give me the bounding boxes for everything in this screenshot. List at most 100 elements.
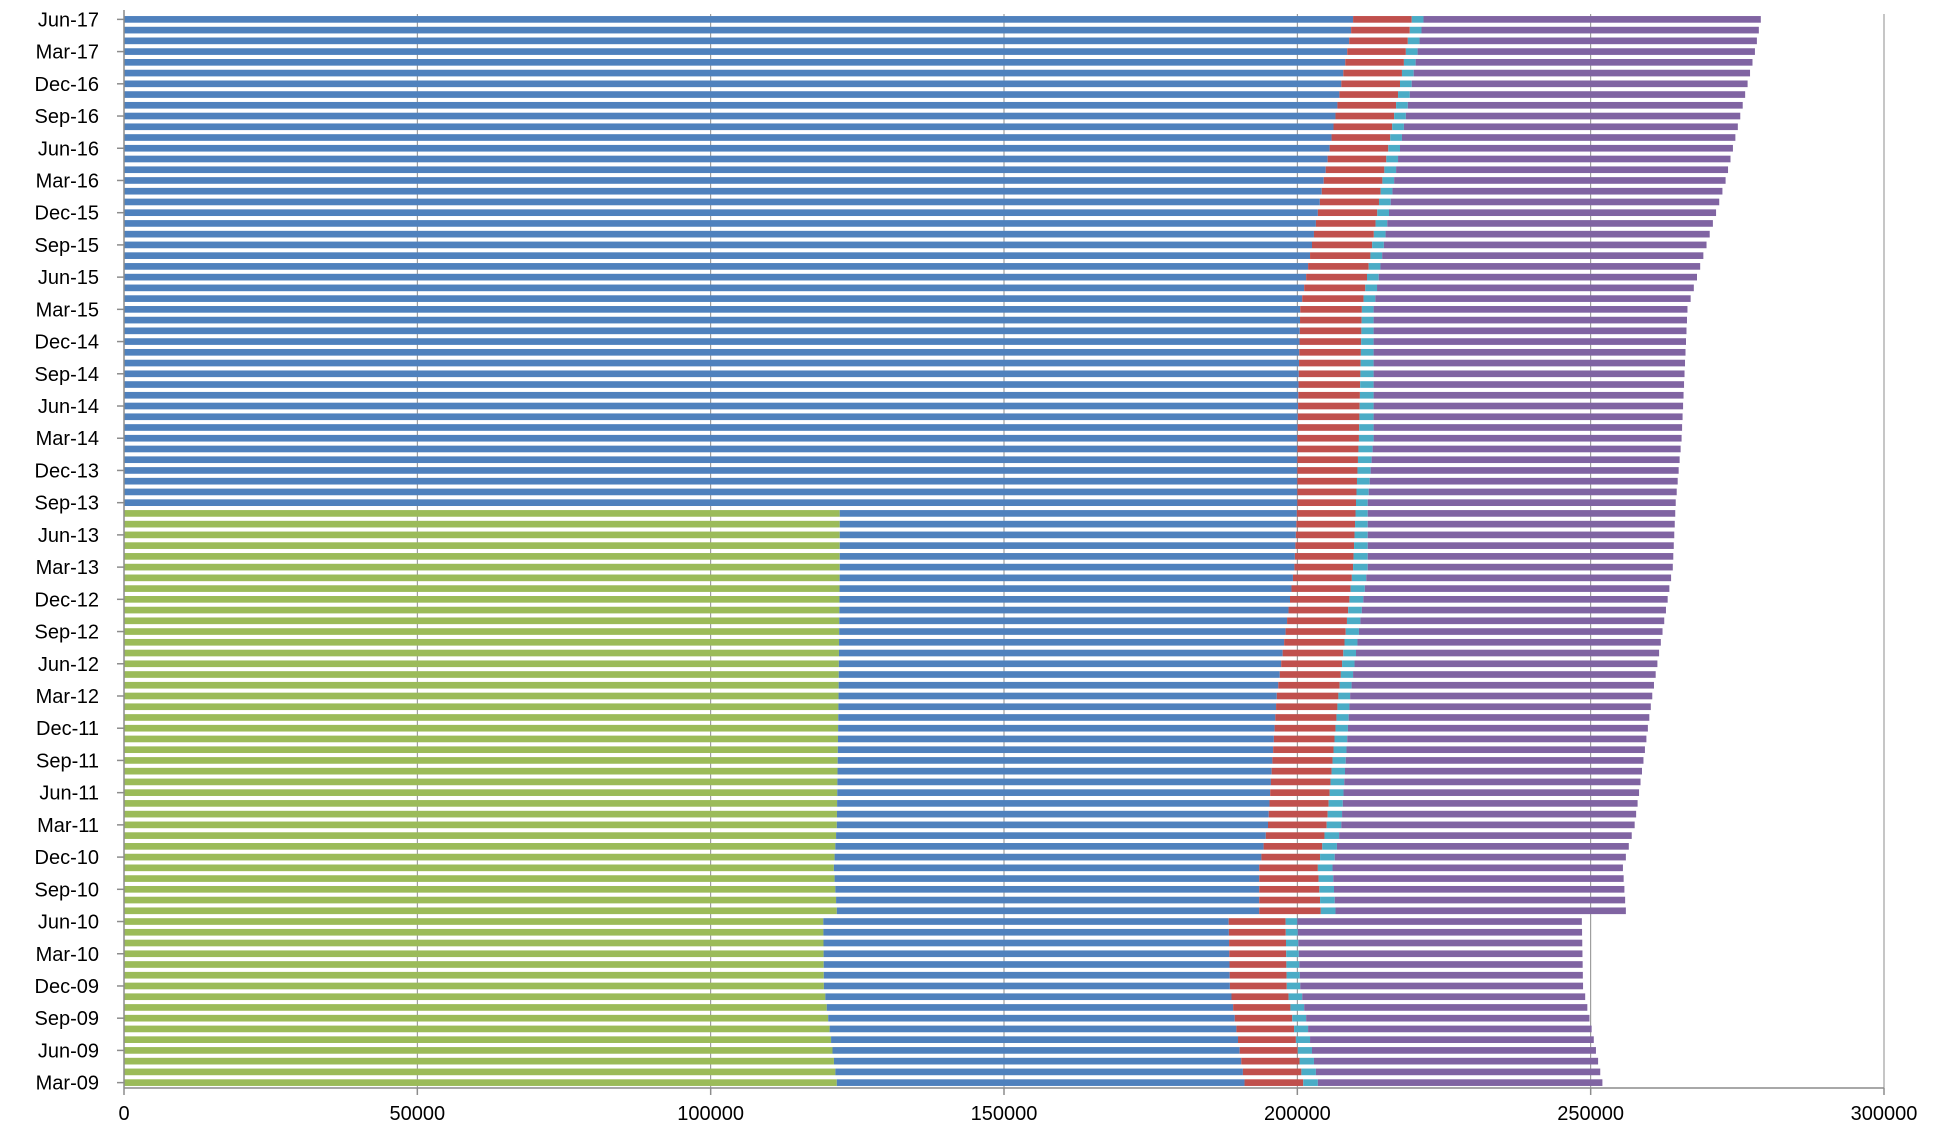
bar-total-20: [1332, 864, 1623, 872]
bar-total-99: [1423, 16, 1761, 23]
bar-blue-69: [124, 338, 1300, 345]
bar-blue-71: [124, 316, 1301, 324]
bar-total-17: [1334, 896, 1626, 904]
bar-total-14: [1297, 928, 1583, 936]
bar-blue-23: [836, 832, 1266, 839]
y-tick-label: Jun-11: [39, 783, 99, 805]
bar-total-11: [1299, 961, 1583, 968]
bar-blue-50: [839, 542, 1296, 549]
bar-total-6: [1306, 1014, 1590, 1022]
bar-red-82: [1319, 198, 1379, 206]
y-tick-label: Jun-09: [38, 1040, 99, 1062]
bar-blue-19: [834, 875, 1260, 882]
bar-blue-5: [829, 1025, 1237, 1033]
bar-cyan-47: [1351, 574, 1367, 582]
y-axis-tick-labels: Mar-09 Jun-09 Sep-09 Dec-09 Mar-10 Jun-10 Sep-…: [35, 9, 124, 1095]
x-tick-label: 50000: [390, 1103, 446, 1125]
bar-blue-90: [124, 112, 1336, 120]
bar-blue-59: [124, 445, 1298, 453]
bar-cyan-18: [1319, 885, 1334, 893]
bar-total-88: [1401, 134, 1736, 141]
bar-red-60: [1297, 434, 1359, 442]
bar-total-35: [1349, 703, 1651, 711]
x-tick-label: 0: [118, 1103, 129, 1125]
bar-red-99: [1353, 16, 1412, 23]
bar-total-90: [1405, 112, 1741, 120]
bar-total-81: [1389, 209, 1717, 217]
bar-total-72: [1373, 306, 1688, 313]
bar-cyan-34: [1336, 714, 1349, 721]
bar-cyan-91: [1396, 101, 1408, 109]
bar-cyan-50: [1354, 542, 1368, 549]
bar-red-98: [1351, 26, 1410, 34]
bar-blue-53: [839, 510, 1297, 517]
bar-cyan-71: [1361, 316, 1374, 324]
y-tick-label: Jun-16: [38, 138, 99, 160]
bar-total-2: [1313, 1057, 1599, 1065]
bar-total-42: [1358, 628, 1663, 635]
bar-total-9: [1300, 982, 1584, 990]
bar-red-14: [1228, 928, 1286, 936]
bar-cyan-28: [1330, 778, 1345, 786]
bar-red-86: [1327, 155, 1387, 163]
bar-total-18: [1334, 885, 1625, 893]
y-tick-label: Dec-10: [35, 847, 99, 869]
bar-green-0: [124, 1079, 837, 1086]
bar-total-5: [1308, 1025, 1592, 1033]
bar-red-44: [1288, 606, 1349, 614]
bar-total-61: [1373, 424, 1683, 431]
y-tick-label: Mar-11: [37, 815, 99, 837]
bar-green-36: [124, 692, 839, 700]
bar-cyan-43: [1346, 617, 1361, 625]
y-tick-label: Dec-16: [35, 74, 99, 96]
bar-total-62: [1373, 413, 1683, 421]
bar-red-58: [1297, 456, 1358, 464]
bar-red-64: [1298, 391, 1360, 399]
bar-blue-24: [836, 821, 1268, 829]
bar-total-10: [1299, 971, 1583, 979]
y-tick-label: Mar-09: [36, 1073, 99, 1095]
bar-cyan-31: [1333, 746, 1347, 754]
bar-green-8: [124, 993, 826, 1001]
x-axis-tick-labels: 0 50000 100000 150000 200000 250000 300000: [118, 1088, 1917, 1125]
bar-blue-2: [833, 1057, 1242, 1065]
bar-blue-49: [839, 553, 1295, 560]
bar-red-72: [1300, 306, 1362, 313]
bar-cyan-89: [1392, 123, 1404, 131]
bar-cyan-1: [1301, 1068, 1316, 1076]
bar-total-55: [1368, 488, 1677, 496]
bar-cyan-46: [1350, 585, 1365, 592]
bar-blue-6: [828, 1014, 1235, 1022]
bar-cyan-85: [1384, 166, 1397, 174]
y-tick-label: Jun-12: [38, 654, 99, 676]
bar-cyan-29: [1331, 767, 1345, 775]
bar-red-89: [1333, 123, 1393, 131]
y-tick-label: Dec-14: [35, 332, 99, 354]
bar-cyan-51: [1354, 531, 1368, 539]
bar-cyan-40: [1343, 649, 1356, 657]
bar-red-57: [1297, 467, 1358, 474]
bar-green-26: [124, 800, 838, 807]
bar-cyan-27: [1329, 789, 1344, 796]
bar-red-71: [1300, 316, 1362, 324]
bar-total-3: [1312, 1047, 1596, 1054]
bar-blue-82: [124, 198, 1320, 206]
y-tick-label: Dec-12: [35, 589, 99, 611]
bar-cyan-59: [1358, 445, 1373, 453]
bar-cyan-26: [1328, 800, 1343, 807]
bar-red-37: [1278, 681, 1340, 689]
bar-cyan-22: [1322, 843, 1337, 850]
bar-red-6: [1234, 1014, 1293, 1022]
bar-green-34: [124, 714, 839, 721]
bar-red-11: [1229, 961, 1287, 968]
bar-total-12: [1298, 950, 1583, 958]
bar-green-11: [124, 961, 824, 968]
bar-cyan-23: [1324, 832, 1340, 839]
bar-red-59: [1297, 445, 1359, 453]
bar-cyan-14: [1285, 928, 1298, 936]
bar-green-27: [124, 789, 838, 796]
bar-total-22: [1336, 843, 1629, 850]
bar-cyan-77: [1370, 252, 1383, 259]
bar-cyan-24: [1326, 821, 1342, 829]
bar-cyan-57: [1357, 467, 1371, 474]
